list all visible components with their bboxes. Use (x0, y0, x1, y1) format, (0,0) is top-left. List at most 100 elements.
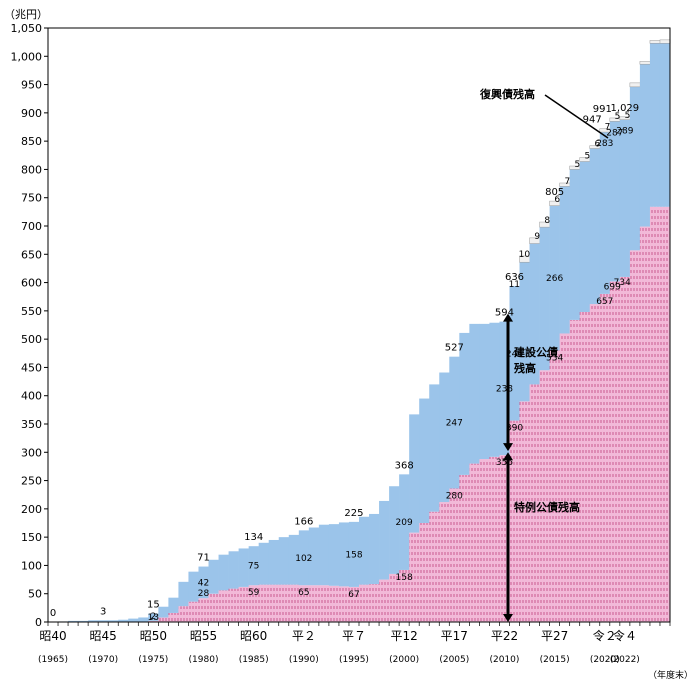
data-label-construction: 238 (496, 384, 513, 394)
arrow-construction (503, 313, 513, 452)
bar-construction (439, 372, 450, 503)
annotation-recovery: 復興債残高 (479, 87, 535, 101)
bar-construction (659, 43, 671, 207)
data-label-construction: 209 (396, 518, 413, 528)
bar-construction (429, 384, 440, 512)
bar-construction (549, 205, 560, 351)
x-tick-year: (1990) (289, 655, 319, 665)
bar-special (338, 586, 350, 622)
bar-construction (298, 530, 310, 586)
bar-construction (359, 516, 370, 585)
y-tick-label: 1,000 (11, 50, 43, 63)
bar-special (198, 598, 209, 622)
bar-construction (619, 119, 631, 277)
bar-construction (168, 597, 179, 613)
bar-construction (288, 534, 300, 585)
bar-special (328, 585, 340, 622)
bar-special (348, 586, 360, 622)
bar-construction (479, 323, 490, 460)
bar-construction (208, 559, 219, 594)
bar-special (419, 523, 430, 622)
bar-special (509, 420, 520, 622)
data-label-construction: 75 (248, 562, 259, 572)
data-label-construction: 13 (148, 613, 159, 623)
x-tick-year: (1995) (339, 655, 369, 665)
x-tick-era: 令２ (593, 628, 617, 643)
bar-special (659, 206, 671, 622)
data-label-total: 71 (197, 553, 210, 564)
bar-special (639, 226, 651, 622)
x-tick-era: 平17 (441, 629, 468, 643)
data-label-total: 225 (344, 508, 363, 519)
data-label-special: 65 (298, 588, 309, 598)
bar-construction (258, 542, 270, 585)
bar-special (499, 455, 510, 622)
bar-special (379, 579, 390, 622)
data-label-construction: 287 (606, 128, 623, 138)
data-label-total: 594 (495, 308, 514, 319)
bar-construction (579, 161, 591, 312)
bar-recovery (639, 61, 651, 65)
y-tick-label: 300 (21, 446, 42, 459)
data-label-recovery: 9 (534, 232, 540, 242)
data-label-total: 15 (147, 600, 160, 611)
data-label-special: 657 (596, 297, 613, 307)
bar-construction (509, 285, 520, 421)
data-label-recovery: 10 (519, 250, 531, 260)
bar-construction (519, 262, 530, 402)
y-tick-label: 0 (35, 616, 42, 629)
bar-construction (238, 548, 249, 587)
data-labels: 0 315132714228134755916610265225158673682… (50, 103, 639, 623)
data-label-special: 28 (198, 589, 210, 599)
data-label-total: 3 (100, 606, 106, 617)
bar-construction (328, 524, 340, 586)
data-label-total: 991 (593, 104, 612, 115)
data-label-construction: 102 (295, 554, 312, 564)
bar-special (359, 584, 370, 622)
bar-special (549, 350, 560, 622)
bar-special (228, 588, 239, 622)
bar-special (619, 276, 631, 622)
bar-construction (278, 537, 290, 585)
annotation-special: 特例公債残高 (514, 500, 580, 514)
bar-special (248, 585, 259, 622)
data-label-special: 534 (546, 353, 563, 363)
bar-special (399, 569, 410, 622)
data-label-recovery: 5 (615, 112, 621, 122)
bar-construction (98, 620, 109, 622)
bar-special (369, 584, 380, 622)
x-tick-year: (1965) (38, 655, 68, 665)
bar-construction (589, 148, 601, 305)
bar-special (268, 584, 280, 622)
bars (58, 39, 671, 622)
bar-recovery (649, 40, 661, 44)
bar-special (258, 584, 270, 622)
y-tick-label: 600 (21, 277, 42, 290)
bar-construction (529, 243, 540, 385)
bar-special (409, 532, 420, 622)
bar-construction (449, 356, 460, 489)
bar-construction (198, 566, 209, 599)
x-tick-year: (2000) (389, 655, 419, 665)
x-tick-era: 昭60 (240, 629, 267, 643)
data-label-recovery: 8 (544, 216, 550, 226)
bar-special (218, 590, 229, 622)
bar-special (278, 584, 290, 622)
bar-special (178, 606, 189, 622)
data-label-construction: 289 (616, 127, 633, 137)
bar-special (449, 488, 460, 622)
y-tick-label: 950 (21, 79, 42, 92)
bar-special (579, 311, 591, 622)
bar-construction (649, 43, 661, 207)
bar-construction (539, 227, 550, 371)
data-label-total: 527 (445, 343, 464, 354)
bar-construction (318, 524, 330, 586)
data-label-recovery: 5 (574, 160, 580, 170)
axes: 0501001502002503003504004505005506006507… (4, 8, 693, 681)
y-tick-label: 350 (21, 418, 42, 431)
bar-construction (389, 486, 400, 574)
bar-special (559, 333, 570, 622)
bar-construction (399, 474, 410, 570)
bar-special (479, 459, 490, 622)
bar-construction (629, 86, 641, 251)
